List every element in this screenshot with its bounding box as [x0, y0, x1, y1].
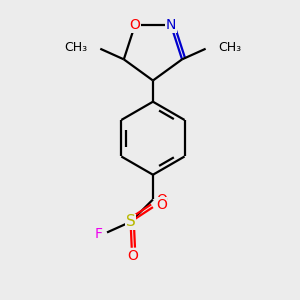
Text: F: F: [95, 226, 103, 241]
Text: S: S: [126, 214, 135, 229]
Text: O: O: [130, 18, 140, 32]
Text: N: N: [166, 18, 176, 32]
Text: O: O: [156, 198, 167, 212]
Text: O: O: [156, 193, 167, 207]
Text: O: O: [127, 249, 138, 263]
Text: CH₃: CH₃: [64, 41, 87, 54]
Text: CH₃: CH₃: [219, 41, 242, 54]
